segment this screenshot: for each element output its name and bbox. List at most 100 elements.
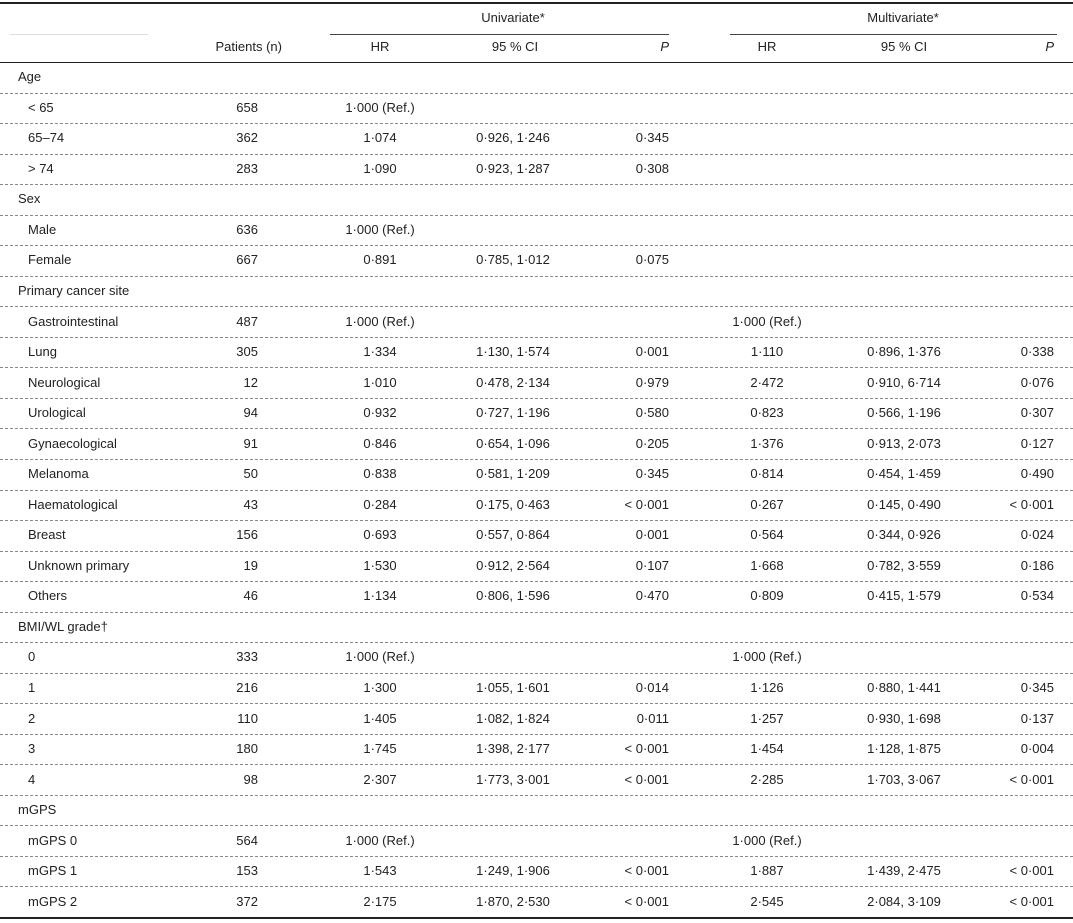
- univariate-cell: 1·010: [363, 374, 397, 390]
- multivariate-cell: 0·814: [750, 466, 784, 482]
- patients-cell: 50: [243, 466, 258, 482]
- univariate-cell: 0·838: [363, 466, 397, 482]
- patients-cell: 153: [236, 863, 258, 879]
- row-label: 4: [28, 771, 36, 787]
- univariate-cell: 0·345: [635, 466, 669, 482]
- univariate-cell: 1·134: [363, 588, 397, 604]
- univariate-cell: 0·107: [635, 557, 669, 573]
- univariate-cell: 1·249, 1·906: [476, 863, 550, 879]
- patients-cell: 658: [236, 99, 258, 115]
- multivariate-cell: 1·454: [750, 741, 784, 757]
- multivariate-cell: < 0·001: [1009, 893, 1054, 909]
- column-header: HR: [757, 39, 777, 54]
- univariate-cell: 0·727, 1·196: [476, 405, 550, 421]
- group-label: BMI/WL grade†: [18, 618, 108, 634]
- row-divider: [0, 93, 1073, 94]
- univariate-cell: 1·870, 2·530: [476, 893, 550, 909]
- row-label: 3: [28, 741, 36, 757]
- row-label: Gynaecological: [28, 435, 117, 451]
- row-divider: [0, 764, 1073, 765]
- top-rule: [0, 2, 1073, 4]
- univariate-cell: 1·000 (Ref.): [345, 649, 415, 665]
- row-divider: [0, 367, 1073, 368]
- row-label: mGPS 1: [28, 863, 78, 879]
- multivariate-cell: 1·110: [750, 344, 784, 360]
- univariate-cell: < 0·001: [624, 741, 669, 757]
- column-header: HR: [370, 39, 390, 54]
- group-label: Primary cancer site: [18, 283, 130, 299]
- row-label: 65–74: [28, 130, 65, 146]
- patients-cell: 98: [243, 771, 258, 787]
- multivariate-cell: 0·490: [1020, 466, 1054, 482]
- row-label: Breast: [28, 527, 66, 543]
- multivariate-cell: 1·000 (Ref.): [732, 313, 802, 329]
- univariate-cell: < 0·001: [624, 771, 669, 787]
- row-label: 1: [28, 679, 36, 695]
- multivariate-cell: 1·000 (Ref.): [732, 649, 802, 665]
- row-divider: [0, 123, 1073, 124]
- row-divider: [0, 490, 1073, 491]
- univariate-cell: 1·334: [363, 344, 397, 360]
- univariate-cell: 1·055, 1·601: [476, 679, 550, 695]
- univariate-cell: 0·912, 2·564: [476, 557, 550, 573]
- row-label: Female: [28, 252, 72, 268]
- patients-cell: 91: [243, 435, 258, 451]
- multivariate-cell: 0·004: [1020, 741, 1054, 757]
- univariate-cell: 0·308: [635, 160, 669, 176]
- multivariate-cell: 0·145, 0·490: [867, 496, 941, 512]
- multivariate-cell: 0·415, 1·579: [867, 588, 941, 604]
- multivariate-cell: 0·186: [1020, 557, 1054, 573]
- univariate-cell: 0·891: [363, 252, 397, 268]
- column-group-header: Univariate*: [481, 10, 545, 25]
- patients-cell: 362: [236, 130, 258, 146]
- patients-cell: 372: [236, 893, 258, 909]
- row-divider: [0, 673, 1073, 674]
- univariate-cell: 0·932: [363, 405, 397, 421]
- patients-cell: 46: [243, 588, 258, 604]
- multivariate-cell: 2·084, 3·109: [867, 893, 941, 909]
- patients-cell: 636: [236, 221, 258, 237]
- univariate-cell: 1·405: [363, 710, 397, 726]
- univariate-cell: 0·785, 1·012: [476, 252, 550, 268]
- multivariate-cell: 0·267: [750, 496, 784, 512]
- multivariate-cell: 0·338: [1020, 344, 1054, 360]
- multivariate-cell: 0·137: [1020, 710, 1054, 726]
- row-label: Urological: [28, 405, 86, 421]
- multivariate-cell: 0·024: [1020, 527, 1054, 543]
- multivariate-cell: 0·880, 1·441: [867, 679, 941, 695]
- multivariate-cell: 0·076: [1020, 374, 1054, 390]
- multivariate-cell: 2·285: [750, 771, 784, 787]
- column-group-header: Multivariate*: [867, 10, 939, 25]
- multivariate-cell: 0·782, 3·559: [867, 557, 941, 573]
- univariate-cell: 1·082, 1·824: [476, 710, 550, 726]
- multivariate-cell: < 0·001: [1009, 863, 1054, 879]
- multivariate-cell: 1·703, 3·067: [867, 771, 941, 787]
- univariate-cell: 1·745: [363, 741, 397, 757]
- univariate-cell: 0·557, 0·864: [476, 527, 550, 543]
- bottom-rule: [0, 917, 1073, 919]
- row-divider: [0, 581, 1073, 582]
- multivariate-cell: 0·345: [1020, 679, 1054, 695]
- multivariate-cell: 0·344, 0·926: [867, 527, 941, 543]
- univariate-cell: 1·530: [363, 557, 397, 573]
- patients-cell: 333: [236, 649, 258, 665]
- row-label: 2: [28, 710, 36, 726]
- row-divider: [0, 795, 1073, 796]
- row-label: Unknown primary: [28, 557, 130, 573]
- group-label: Sex: [18, 191, 41, 207]
- row-divider: [0, 886, 1073, 887]
- row-divider: [0, 459, 1073, 460]
- row-divider: [0, 520, 1073, 521]
- univariate-cell: 1·300: [363, 679, 397, 695]
- column-header: Patients (n): [215, 39, 282, 54]
- univariate-cell: 1·000 (Ref.): [345, 99, 415, 115]
- multivariate-cell: 1·887: [750, 863, 784, 879]
- row-divider: [0, 642, 1073, 643]
- multivariate-cell: 1·000 (Ref.): [732, 832, 802, 848]
- multivariate-cell: 1·126: [750, 679, 784, 695]
- row-divider: [0, 184, 1073, 185]
- group-label: mGPS: [18, 802, 57, 818]
- multivariate-cell: 1·668: [750, 557, 784, 573]
- univariate-cell: 1·090: [363, 160, 397, 176]
